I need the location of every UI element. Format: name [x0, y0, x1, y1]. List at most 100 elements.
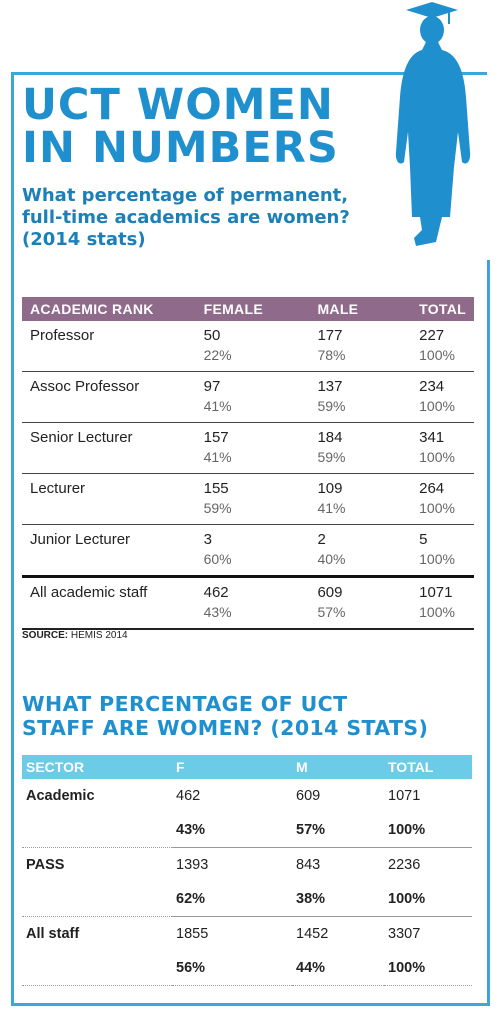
male-percent: 57% [317, 604, 346, 620]
table-header-row: SECTOR F M TOTAL [22, 755, 472, 779]
table-row: All staff 1855 1452 3307 [22, 917, 472, 952]
female-count: 155 [203, 480, 229, 497]
male-percent: 40% [317, 551, 346, 567]
male-cell: 177 78% [309, 321, 412, 372]
m-percent-cell: 44% [292, 951, 384, 986]
rank-cell: Senior Lecturer [22, 422, 196, 474]
title-line-2: IN NUMBERS [22, 123, 339, 173]
total-percent: 100% [419, 551, 455, 567]
section2-title-line-2: STAFF ARE WOMEN? (2014 STATS) [22, 716, 429, 740]
total-cell: 2236 [388, 857, 421, 873]
female-percent: 41% [203, 449, 232, 465]
female-percent: 60% [203, 551, 232, 567]
female-cell: 3 60% [195, 524, 310, 578]
rank-cell: All academic staff [22, 576, 196, 630]
m-percent-cell: 57% [292, 813, 384, 848]
sector-cell-empty [22, 882, 172, 917]
col-header-sector: SECTOR [22, 755, 172, 779]
col-header-m: M [292, 755, 384, 779]
section2-title-line-1: WHAT PERCENTAGE OF UCT [22, 692, 348, 716]
female-count: 97 [203, 378, 221, 395]
total-count: 234 [419, 378, 445, 395]
col-header-male: MALE [309, 297, 412, 321]
total-count: 264 [419, 480, 445, 497]
m-percent-cell: 38% [292, 882, 384, 917]
male-cell: 609 57% [309, 576, 412, 630]
infographic-frame [11, 72, 487, 1006]
table-total-row: All academic staff 462 43% 609 57% 1071 100… [22, 576, 474, 630]
total-count: 5 [419, 531, 428, 548]
total-count: 227 [419, 327, 445, 344]
title-line-1: UCT WOMEN [22, 80, 334, 130]
female-percent: 41% [203, 398, 232, 414]
col-header-female: FEMALE [195, 297, 310, 321]
male-percent: 78% [317, 347, 346, 363]
total-cell: 5 100% [411, 524, 474, 578]
female-cell: 157 41% [195, 422, 310, 474]
f-percent-cell: 56% [172, 951, 292, 986]
sector-cell: PASS [26, 857, 65, 873]
female-count: 157 [203, 429, 229, 446]
col-header-f: F [172, 755, 292, 779]
sector-cell: Academic [26, 788, 95, 804]
total-cell: 234 100% [411, 371, 474, 423]
total-cell: 227 100% [411, 321, 474, 372]
total-percent: 100% [419, 604, 455, 620]
total-cell: 264 100% [411, 473, 474, 525]
male-count: 177 [317, 327, 343, 344]
table-percent-row: 43% 57% 100% [22, 813, 472, 848]
total-percent: 100% [419, 500, 455, 516]
female-cell: 50 22% [195, 321, 310, 372]
male-percent: 59% [317, 449, 346, 465]
female-count: 50 [203, 327, 221, 344]
total-count: 1071 [419, 584, 453, 601]
male-count: 109 [317, 480, 343, 497]
total-count: 341 [419, 429, 445, 446]
total-cell: 341 100% [411, 422, 474, 474]
female-percent: 59% [203, 500, 232, 516]
table-row: Senior Lecturer 157 41% 184 59% 341 100% [22, 422, 474, 474]
page-subtitle: What percentage of permanent, full-time … [22, 185, 382, 251]
academic-rank-table: ACADEMIC RANK FEMALE MALE TOTAL Professo… [22, 297, 474, 630]
table-row: Professor 50 22% 177 78% 227 100% [22, 321, 474, 372]
female-percent: 22% [203, 347, 232, 363]
total-percent: 100% [419, 398, 455, 414]
female-percent: 43% [203, 604, 232, 620]
male-count: 137 [317, 378, 343, 395]
total-cell: 1071 100% [411, 576, 474, 630]
source-note: SOURCE: HEMIS 2014 [22, 630, 128, 641]
f-percent-cell: 43% [172, 813, 292, 848]
sector-cell-empty [22, 813, 172, 848]
total-percent-cell: 100% [384, 813, 472, 848]
male-count: 2 [317, 531, 326, 548]
table-row: Academic 462 609 1071 [22, 779, 472, 813]
total-percent-cell: 100% [384, 951, 472, 986]
male-cell: 109 41% [309, 473, 412, 525]
rank-cell: Professor [22, 321, 196, 372]
rank-cell: Assoc Professor [22, 371, 196, 423]
sector-cell-empty [22, 951, 172, 986]
f-cell: 1855 [176, 926, 209, 942]
female-cell: 155 59% [195, 473, 310, 525]
female-count: 462 [203, 584, 229, 601]
table-percent-row: 56% 44% 100% [22, 951, 472, 986]
total-percent: 100% [419, 347, 455, 363]
source-text: HEMIS 2014 [70, 630, 128, 641]
table-percent-row: 62% 38% 100% [22, 882, 472, 917]
female-cell: 97 41% [195, 371, 310, 423]
male-count: 609 [317, 584, 343, 601]
table-row: PASS 1393 843 2236 [22, 848, 472, 883]
male-percent: 41% [317, 500, 346, 516]
col-header-total: TOTAL [384, 755, 472, 779]
male-cell: 137 59% [309, 371, 412, 423]
total-percent: 100% [419, 449, 455, 465]
female-cell: 462 43% [195, 576, 310, 630]
rank-cell: Junior Lecturer [22, 524, 196, 578]
subtitle-line-3: (2014 stats) [22, 229, 146, 250]
f-cell: 462 [176, 788, 201, 804]
table-row: Junior Lecturer 3 60% 2 40% 5 100% [22, 524, 474, 578]
page-title: UCT WOMEN IN NUMBERS [22, 84, 339, 170]
male-percent: 59% [317, 398, 346, 414]
col-header-rank: ACADEMIC RANK [22, 297, 196, 321]
m-cell: 609 [296, 788, 321, 804]
